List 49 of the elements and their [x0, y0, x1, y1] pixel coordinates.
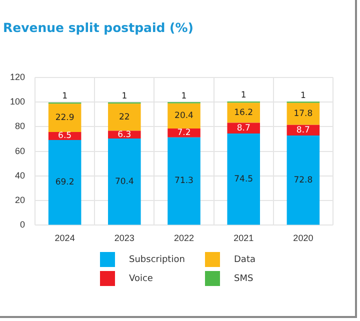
bar: [168, 103, 200, 129]
legend-label: SMS: [234, 274, 254, 284]
data-label: 6.3: [118, 130, 132, 140]
data-label: 1: [181, 91, 187, 102]
y-tick-label: 0: [20, 220, 26, 230]
data-label: 1: [62, 92, 68, 102]
y-tick-label: 100: [10, 96, 26, 107]
bar: [108, 138, 141, 225]
data-label: 74.5: [234, 174, 254, 184]
x-tick-label: 2020: [293, 233, 314, 244]
x-tick-label: 2024: [54, 233, 75, 244]
data-label: 8.7: [296, 125, 310, 136]
chart-title: Revenue split postpaid (%): [3, 20, 194, 35]
x-tick-label: 2022: [174, 233, 194, 244]
data-label: 6.5: [58, 131, 72, 142]
data-label: 70.4: [114, 176, 134, 187]
legend-label: Subscription: [129, 254, 185, 264]
bar: [108, 104, 141, 131]
bar: [286, 136, 320, 225]
data-label: 72.8: [294, 175, 313, 186]
data-label: 1: [240, 90, 246, 101]
x-tick-label: 2023: [114, 233, 134, 244]
legend-label: Voice: [129, 274, 153, 284]
data-label: 7.2: [177, 128, 191, 138]
y-tick-label: 40: [15, 170, 26, 180]
data-label: 69.2: [55, 178, 74, 188]
data-label: 22.9: [55, 113, 74, 124]
bar: [48, 104, 82, 132]
bar: [168, 128, 200, 138]
data-label: 17.8: [294, 109, 313, 120]
y-tick-label: 80: [15, 121, 26, 132]
data-label: 22: [118, 112, 130, 122]
bar: [168, 137, 200, 225]
y-tick-label: 20: [15, 195, 26, 206]
bar: [286, 102, 320, 125]
bar: [227, 102, 260, 123]
bar: [227, 133, 260, 225]
y-tick-label: 60: [15, 146, 26, 156]
bar: [227, 122, 260, 134]
bar: [48, 140, 82, 225]
x-tick-label: 2021: [234, 233, 254, 244]
data-label: 16.2: [234, 108, 254, 118]
data-label: 8.7: [236, 123, 250, 134]
legend-label: Data: [234, 254, 256, 264]
data-label: 1: [300, 90, 306, 101]
data-label: 20.4: [174, 111, 194, 122]
y-tick-label: 120: [10, 72, 26, 82]
data-label: 1: [122, 92, 128, 102]
data-label: 71.3: [174, 176, 194, 186]
